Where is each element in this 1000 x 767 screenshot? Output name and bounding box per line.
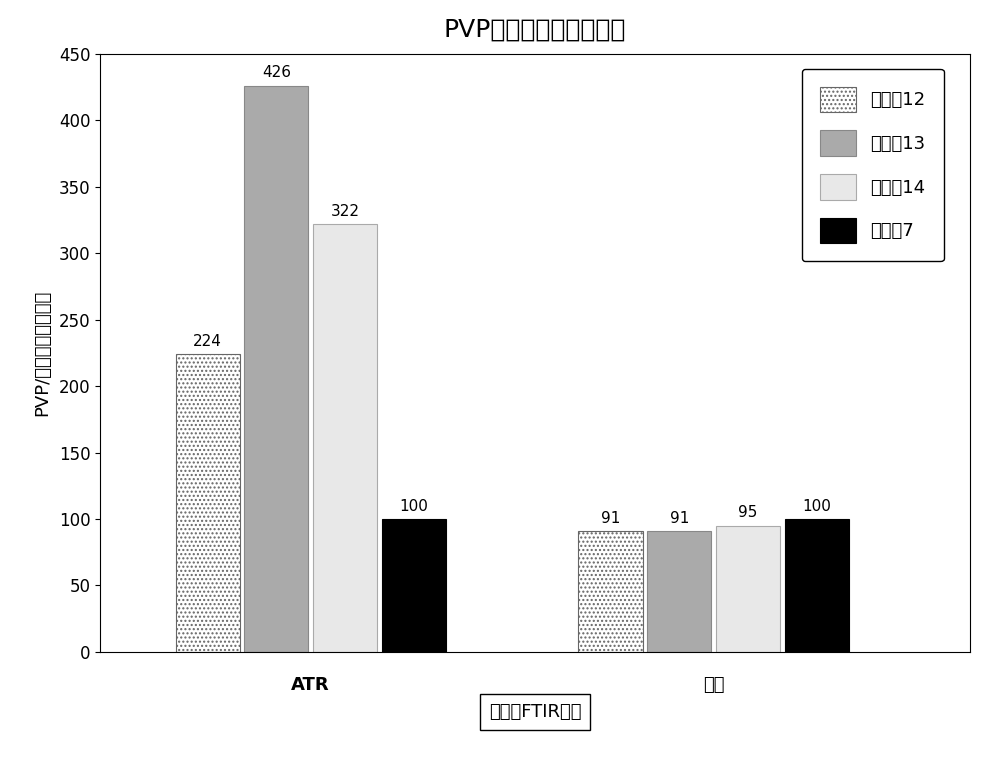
Bar: [382, 519, 446, 652]
Title: PVP表面浓度和本体浓度: PVP表面浓度和本体浓度: [444, 18, 626, 42]
Text: 样品和FTIR方法: 样品和FTIR方法: [489, 703, 581, 721]
Legend: 实施例12, 实施例13, 实施例14, 比较例7: 实施例12, 实施例13, 实施例14, 比较例7: [802, 69, 944, 262]
Text: 426: 426: [262, 65, 291, 81]
Text: 91: 91: [670, 511, 689, 525]
Bar: [578, 531, 643, 652]
Bar: [785, 519, 849, 652]
Bar: [176, 354, 240, 652]
Text: 95: 95: [738, 505, 758, 520]
Bar: [716, 525, 780, 652]
Text: ATR: ATR: [291, 676, 330, 694]
Text: 91: 91: [601, 511, 620, 525]
Text: 100: 100: [399, 499, 428, 514]
Y-axis label: PVP/甲基丙烯酸酯比率: PVP/甲基丙烯酸酯比率: [34, 290, 52, 416]
Text: 322: 322: [330, 203, 359, 219]
Text: 100: 100: [802, 499, 831, 514]
Bar: [647, 531, 711, 652]
Text: 透射: 透射: [703, 676, 724, 694]
Bar: [313, 224, 377, 652]
Bar: [244, 86, 308, 652]
Text: 224: 224: [193, 334, 222, 349]
